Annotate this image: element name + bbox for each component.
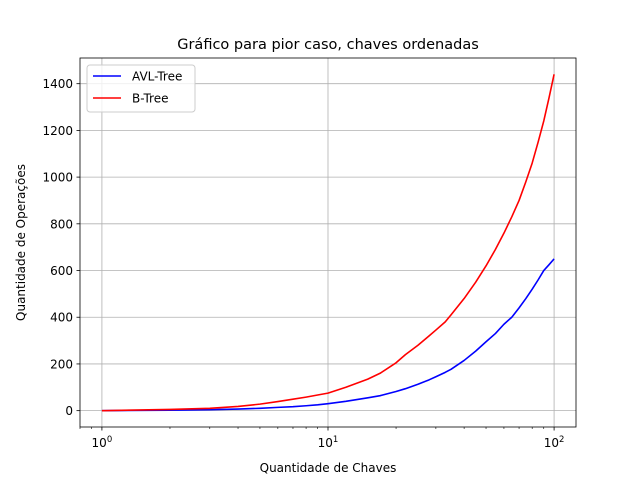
y-axis-label: Quantidade de Operações bbox=[14, 164, 28, 321]
chart-title: Gráfico para pior caso, chaves ordenadas bbox=[177, 37, 479, 53]
grid-lines bbox=[80, 58, 576, 427]
y-tick-label: 0 bbox=[65, 404, 73, 418]
series-lines bbox=[101, 74, 555, 412]
x-axis-label: Quantidade de Chaves bbox=[260, 461, 397, 475]
y-tick-label: 600 bbox=[50, 264, 73, 278]
series-line-avl-tree bbox=[101, 258, 555, 412]
y-tick-label: 400 bbox=[50, 311, 73, 325]
series-line-b-tree bbox=[101, 74, 555, 412]
legend-label-btree: B-Tree bbox=[132, 92, 168, 106]
y-tick-label: 800 bbox=[50, 217, 73, 231]
y-tick-label: 200 bbox=[50, 357, 73, 371]
legend-label-avl: AVL-Tree bbox=[132, 70, 182, 84]
y-tick-label: 1400 bbox=[42, 77, 73, 91]
y-tick-label: 1200 bbox=[42, 124, 73, 138]
legend: AVL-Tree B-Tree bbox=[86, 64, 196, 113]
y-tick-label: 1000 bbox=[42, 171, 73, 185]
y-axis-ticks: 0 200 400 600 800 1000 1200 1400 bbox=[42, 77, 80, 418]
